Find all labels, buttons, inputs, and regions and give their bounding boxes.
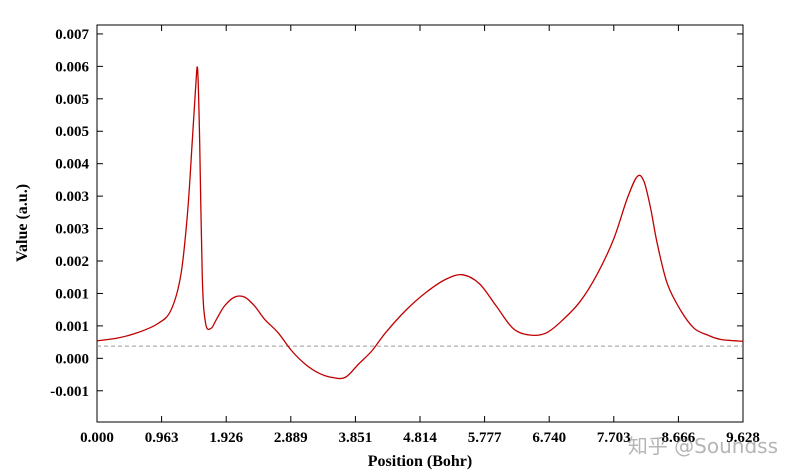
series-line [96,66,744,380]
y-tick-label: 0.001 [55,286,89,302]
y-tick-label: 0.000 [55,351,89,367]
x-tick-label: 2.889 [274,430,308,446]
y-tick-label: 0.006 [55,59,89,75]
y-axis: -0.001 0.000 0.001 0.001 0.002 0.003 0.003 0.00… [50,27,743,400]
x-axis: 0.000 0.963 1.926 2.889 3.851 4.814 5.777 6.740… [80,25,760,446]
y-tick-label: 0.003 [55,189,89,205]
x-tick-label: 6.740 [532,430,566,446]
x-tick-label: 1.926 [209,430,243,446]
y-tick-label: 0.001 [55,319,89,335]
x-tick-label: 5.777 [468,430,502,446]
y-tick-label: 0.005 [55,92,89,108]
y-tick-label: 0.005 [55,124,89,140]
y-tick-label: -0.001 [50,384,89,400]
y-tick-label: 0.002 [55,254,89,270]
x-tick-label: 7.703 [597,430,631,446]
y-tick-label: 0.007 [55,27,89,43]
x-tick-label: 3.851 [339,430,373,446]
x-tick-label: 9.628 [726,430,760,446]
watermark: 知乎 @Soundss [627,434,778,458]
plot-area [96,24,744,423]
x-axis-title: Position (Bohr) [368,453,472,470]
y-tick-label: 0.004 [55,157,89,173]
y-tick-label: 0.003 [55,222,89,238]
x-tick-label: 4.814 [403,430,437,446]
x-tick-label: 0.000 [80,430,114,446]
x-tick-label: 0.963 [145,430,179,446]
y-axis-title: Value (a.u.) [14,184,31,262]
x-tick-label: 8.666 [662,430,696,446]
